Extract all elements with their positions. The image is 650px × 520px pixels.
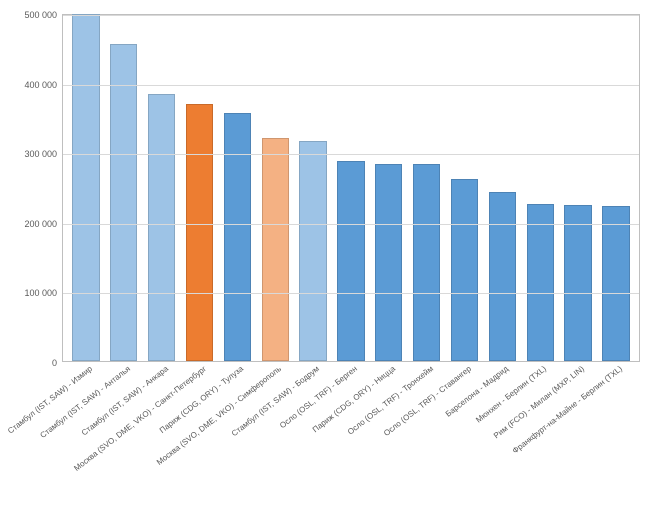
y-tick-label: 200 000 [24,219,57,229]
gridline [63,85,639,86]
bars-container: Стамбул (IST, SAW) - ИзмирСтамбул (IST, … [63,15,639,361]
gridline [63,154,639,155]
bar-slot: Осло (OSL, TRF) - Тронхейм [408,15,446,361]
gridline [63,293,639,294]
bar [148,94,175,361]
bar-slot: Барселона - Мадрид [483,15,521,361]
y-tick-label: 300 000 [24,149,57,159]
bar-slot: Париж (CDG, ORY) - Ницца [370,15,408,361]
plot-area: Стамбул (IST, SAW) - ИзмирСтамбул (IST, … [62,14,640,362]
bar [72,14,99,361]
x-tick-label: Москва (SVO, DME, VKO) - Санкт-Петербург [72,364,208,473]
bar-slot: Москва (SVO, DME, VKO) - Симферополь [256,15,294,361]
bar [110,44,137,361]
bar [564,205,591,361]
bar-slot: Париж (CDG, ORY) - Тулуза [218,15,256,361]
bar [489,192,516,361]
bar-slot: Москва (SVO, DME, VKO) - Санкт-Петербург [181,15,219,361]
y-tick-label: 400 000 [24,80,57,90]
bar [224,113,251,361]
bar-slot: Стамбул (IST, SAW) - Бодрум [294,15,332,361]
bar [186,104,213,361]
x-tick-label: Мюнхен - Берлин (TXL) [474,364,548,424]
bar-slot: Осло (OSL, TRF) - Ставангер [446,15,484,361]
bar [451,179,478,361]
bar-slot: Осло (OSL, TRF) - Берген [332,15,370,361]
bar [375,164,402,361]
gridline [63,15,639,16]
gridline [63,224,639,225]
y-tick-label: 0 [52,358,57,368]
bar [299,141,326,361]
bar-slot: Стамбул (IST, SAW) - Анкара [143,15,181,361]
bar-chart: Стамбул (IST, SAW) - ИзмирСтамбул (IST, … [0,0,650,520]
bar [602,206,629,361]
y-tick-label: 500 000 [24,10,57,20]
bar [527,204,554,361]
bar-slot: Стамбул (IST, SAW) - Измир [67,15,105,361]
bar [262,138,289,361]
x-tick-label: Барселона - Мадрид [444,364,510,418]
bar-slot: Рим (FCO) - Милан (MXP, LIN) [559,15,597,361]
bar-slot: Франкфурт-на-Майне - Берлин (TXL) [597,15,635,361]
bar-slot: Стамбул (IST, SAW) - Анталья [105,15,143,361]
bar [413,164,440,361]
y-tick-label: 100 000 [24,288,57,298]
bar-slot: Мюнхен - Берлин (TXL) [521,15,559,361]
bar [337,161,364,361]
